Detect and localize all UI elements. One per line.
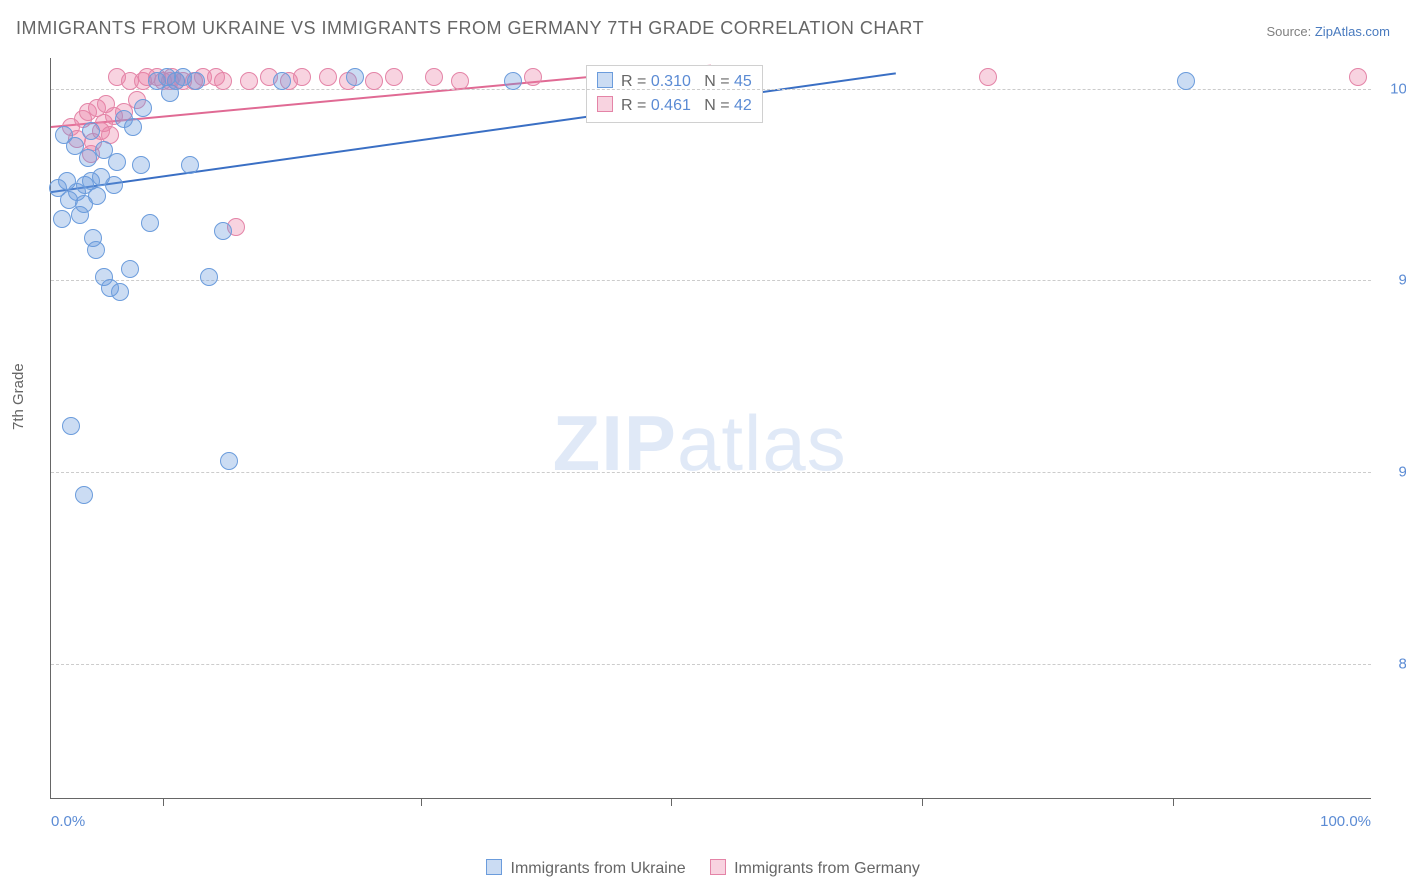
scatter-point-ukraine [214, 222, 232, 240]
x-tick [421, 798, 422, 806]
stats-row-ukraine: R = 0.310 N = 45 [597, 70, 752, 94]
scatter-point-ukraine [75, 486, 93, 504]
watermark-zip: ZIP [553, 399, 677, 487]
y-axis-label: 7th Grade [10, 363, 27, 430]
scatter-point-ukraine [111, 283, 129, 301]
scatter-point-ukraine [273, 72, 291, 90]
scatter-point-ukraine [200, 268, 218, 286]
chart-title: IMMIGRANTS FROM UKRAINE VS IMMIGRANTS FR… [16, 18, 924, 39]
legend-label: Immigrants from Germany [730, 860, 920, 877]
scatter-point-germany [1349, 68, 1367, 86]
scatter-point-ukraine [62, 417, 80, 435]
scatter-point-ukraine [134, 99, 152, 117]
scatter-point-germany [425, 68, 443, 86]
scatter-point-ukraine [187, 72, 205, 90]
scatter-point-germany [979, 68, 997, 86]
legend-item-ukraine: Immigrants from Ukraine [486, 859, 686, 878]
gridline-h [51, 280, 1371, 281]
scatter-point-germany [524, 68, 542, 86]
n-value: 42 [734, 97, 752, 114]
watermark: ZIPatlas [553, 398, 847, 489]
x-tick-label: 0.0% [51, 813, 85, 830]
y-tick-label: 85.0% [1381, 655, 1406, 672]
watermark-atlas: atlas [677, 399, 847, 487]
x-tick-label: 100.0% [1320, 813, 1371, 830]
x-tick [671, 798, 672, 806]
scatter-point-germany [214, 72, 232, 90]
swatch-ukraine [486, 859, 502, 875]
scatter-point-ukraine [124, 118, 142, 136]
source-attribution: Source: ZipAtlas.com [1266, 24, 1390, 39]
scatter-point-ukraine [504, 72, 522, 90]
gridline-h [51, 664, 1371, 665]
swatch-germany [597, 96, 613, 112]
x-tick [1173, 798, 1174, 806]
scatter-point-ukraine [346, 68, 364, 86]
x-tick [922, 798, 923, 806]
x-tick [163, 798, 164, 806]
y-tick-label: 95.0% [1381, 272, 1406, 289]
gridline-h [51, 472, 1371, 473]
y-tick-label: 90.0% [1381, 464, 1406, 481]
scatter-point-germany [240, 72, 258, 90]
scatter-point-ukraine [87, 241, 105, 259]
scatter-point-ukraine [132, 156, 150, 174]
swatch-germany [710, 859, 726, 875]
scatter-point-ukraine [108, 153, 126, 171]
scatter-point-germany [365, 72, 383, 90]
scatter-point-germany [385, 68, 403, 86]
scatter-point-ukraine [181, 156, 199, 174]
source-link[interactable]: ZipAtlas.com [1315, 24, 1390, 39]
scatter-point-ukraine [1177, 72, 1195, 90]
stats-row-germany: R = 0.461 N = 42 [597, 94, 752, 118]
legend-item-germany: Immigrants from Germany [710, 859, 920, 878]
scatter-point-germany [319, 68, 337, 86]
source-label: Source: [1266, 24, 1314, 39]
scatter-plot-area: ZIPatlas R = 0.310 N = 45 R = 0.461 N = … [50, 58, 1371, 799]
scatter-point-ukraine [53, 210, 71, 228]
swatch-ukraine [597, 72, 613, 88]
legend-label: Immigrants from Ukraine [506, 860, 686, 877]
bottom-legend: Immigrants from Ukraine Immigrants from … [0, 859, 1406, 878]
scatter-point-germany [451, 72, 469, 90]
scatter-point-ukraine [141, 214, 159, 232]
y-tick-label: 100.0% [1381, 80, 1406, 97]
stats-legend-box: R = 0.310 N = 45 R = 0.461 N = 42 [586, 65, 763, 123]
scatter-point-ukraine [105, 176, 123, 194]
scatter-point-ukraine [220, 452, 238, 470]
scatter-point-ukraine [82, 122, 100, 140]
scatter-point-germany [293, 68, 311, 86]
trend-lines-layer [51, 58, 1371, 798]
r-value: 0.461 [651, 97, 691, 114]
scatter-point-ukraine [121, 260, 139, 278]
scatter-point-ukraine [88, 187, 106, 205]
